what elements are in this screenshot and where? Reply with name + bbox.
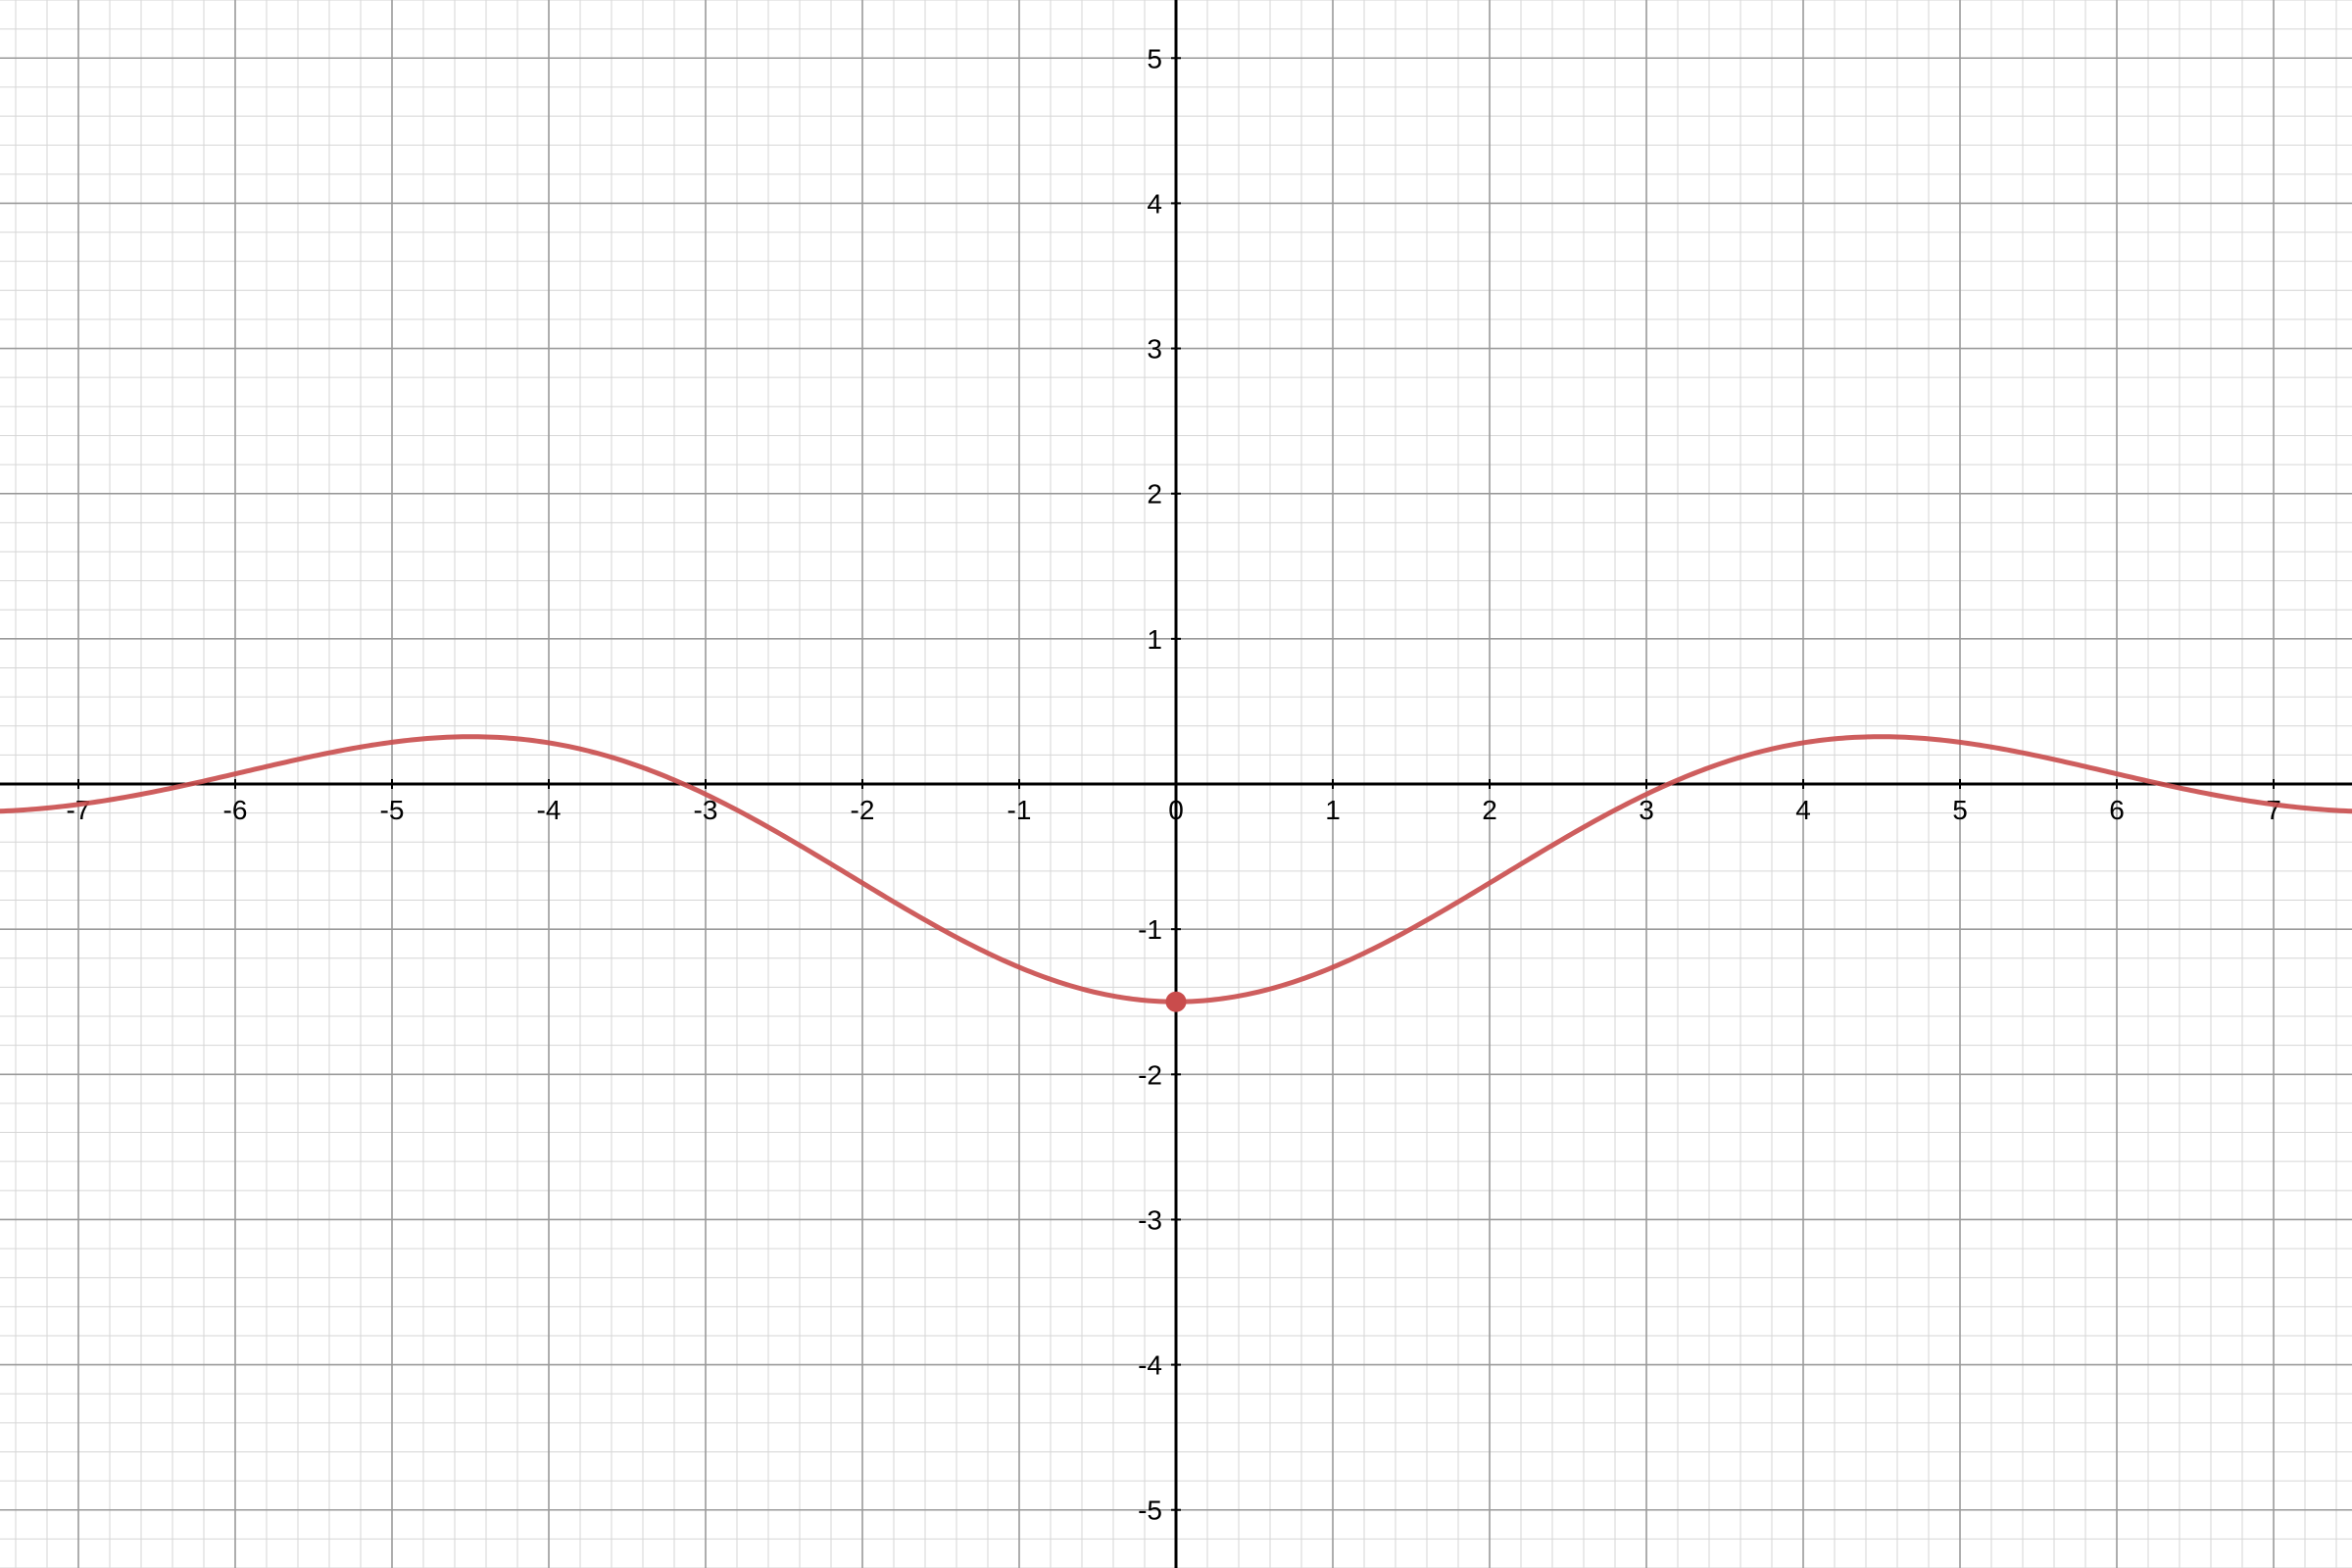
y-tick-label: -1 xyxy=(1138,914,1162,945)
x-tick-label: -2 xyxy=(851,795,875,825)
x-tick-label: 0 xyxy=(1168,795,1184,825)
x-tick-label: 6 xyxy=(2109,795,2125,825)
x-tick-label: -4 xyxy=(537,795,562,825)
y-tick-label: -5 xyxy=(1138,1495,1162,1526)
y-tick-label: 5 xyxy=(1147,43,1162,74)
y-tick-label: 4 xyxy=(1147,188,1162,219)
x-tick-label: -5 xyxy=(380,795,405,825)
coordinate-plane-chart: -7-6-5-4-3-2-101234567-5-4-3-2-112345 xyxy=(0,0,2352,1568)
x-tick-label: -7 xyxy=(67,795,91,825)
x-tick-label: 1 xyxy=(1325,795,1341,825)
x-tick-label: 4 xyxy=(1795,795,1811,825)
y-tick-label: -2 xyxy=(1138,1059,1162,1090)
y-tick-label: 1 xyxy=(1147,624,1162,655)
y-tick-label: 3 xyxy=(1147,334,1162,365)
x-tick-label: 2 xyxy=(1482,795,1497,825)
curve-marker-point xyxy=(1166,992,1186,1011)
chart-svg: -7-6-5-4-3-2-101234567-5-4-3-2-112345 xyxy=(0,0,2352,1568)
y-tick-label: 2 xyxy=(1147,479,1162,510)
x-tick-label: -6 xyxy=(223,795,248,825)
x-tick-label: 7 xyxy=(2266,795,2281,825)
y-tick-label: -3 xyxy=(1138,1204,1162,1235)
x-tick-label: 5 xyxy=(1952,795,1968,825)
y-tick-label: -4 xyxy=(1138,1350,1162,1381)
x-tick-label: -1 xyxy=(1007,795,1032,825)
